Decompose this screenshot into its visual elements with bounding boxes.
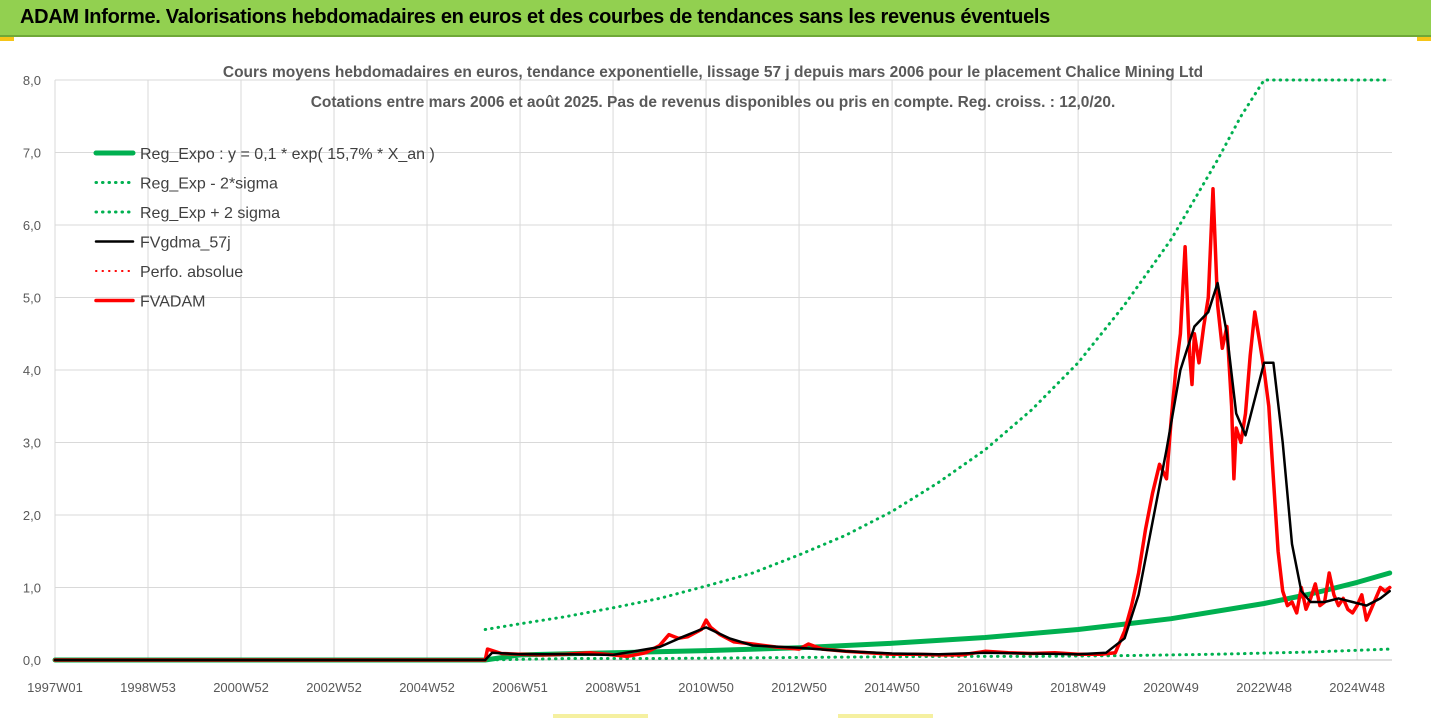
y-tick-label: 1,0 <box>23 581 41 596</box>
report-title: ADAM Informe. Valorisations hebdomadaire… <box>20 6 1050 28</box>
legend-label: Reg_Expo : y = 0,1 * exp( 15,7% * X_an ) <box>140 146 435 163</box>
x-tick-label: 2024W48 <box>1329 680 1385 695</box>
legend-label: Perfo. absolue <box>140 264 243 281</box>
x-tick-label: 2018W49 <box>1050 680 1106 695</box>
x-tick-label: 1998W53 <box>120 680 176 695</box>
x-tick-label: 2010W50 <box>678 680 734 695</box>
x-tick-label: 2004W52 <box>399 680 455 695</box>
y-tick-label: 0,0 <box>23 653 41 668</box>
x-tick-label: 2012W50 <box>771 680 827 695</box>
y-tick-label: 8,0 <box>23 73 41 88</box>
y-tick-label: 6,0 <box>23 218 41 233</box>
x-tick-label: 2020W49 <box>1143 680 1199 695</box>
legend-label: FVADAM <box>140 294 205 311</box>
series-line-reg-exp-2-sigma <box>53 647 1392 662</box>
series-line-fvadam <box>53 187 1392 662</box>
x-tick-label: 2002W52 <box>306 680 362 695</box>
chart-title: Cours moyens hebdomadaires en euros, ten… <box>223 64 1203 81</box>
chart-subtitle: Cotations entre mars 2006 et août 2025. … <box>311 94 1116 111</box>
corner-marker-right <box>1417 37 1431 41</box>
sheet-tab-2 <box>838 714 933 718</box>
x-tick-label: 2006W51 <box>492 680 548 695</box>
corner-marker-left <box>0 37 14 41</box>
series-line-reg-exp-2-sigma <box>483 78 1392 631</box>
x-tick-label: 2016W49 <box>957 680 1013 695</box>
line-chart: 0,0 1,0 2,0 3,0 4,0 5,0 6,0 7,0 8,0 1997W01 1998W5… <box>23 64 1393 695</box>
series-line-reg-expo-y-0-1-exp-15-7-x-an- <box>52 570 1393 663</box>
x-tick-label: 2000W52 <box>213 680 269 695</box>
legend-label: Reg_Exp - 2*sigma <box>140 176 278 193</box>
legend-label: FVgdma_57j <box>140 235 231 252</box>
x-tick-label: 2022W48 <box>1236 680 1292 695</box>
y-tick-label: 5,0 <box>23 291 41 306</box>
report-header: ADAM Informe. Valorisations hebdomadaire… <box>0 0 1431 37</box>
x-tick-label: 1997W01 <box>27 680 83 695</box>
x-tick-label: 2008W51 <box>585 680 641 695</box>
x-tick-label: 2014W50 <box>864 680 920 695</box>
y-tick-label: 4,0 <box>23 363 41 378</box>
y-tick-label: 2,0 <box>23 508 41 523</box>
series-line-fvgdma-57j <box>53 281 1391 662</box>
legend-label: Reg_Exp + 2 sigma <box>140 205 280 222</box>
sheet-tab-1 <box>553 714 648 718</box>
y-tick-label: 3,0 <box>23 436 41 451</box>
y-tick-label: 7,0 <box>23 146 41 161</box>
